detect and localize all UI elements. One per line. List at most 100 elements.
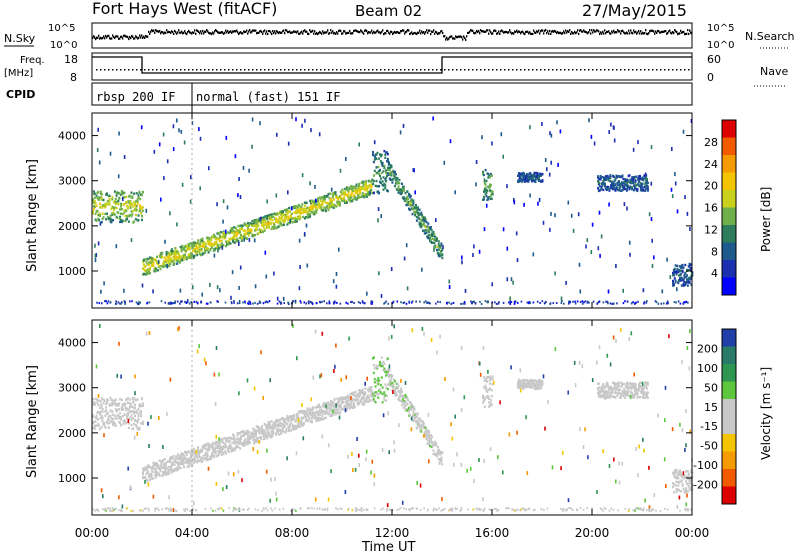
data-point: [379, 181, 382, 185]
noise-point: [239, 31, 241, 34]
data-point: [628, 174, 631, 177]
data-point: [375, 157, 378, 160]
data-point: [281, 216, 284, 219]
data-point: [276, 430, 279, 434]
noise-point: [523, 32, 525, 35]
data-point: [635, 175, 638, 178]
data-point: [148, 301, 151, 304]
data-point: [611, 185, 613, 188]
data-point: [233, 301, 235, 304]
noise-point: [321, 32, 323, 35]
data-point: [383, 391, 386, 394]
data-point: [282, 296, 285, 301]
noise-point: [527, 30, 529, 33]
data-point: [360, 187, 363, 191]
data-point: [109, 214, 112, 218]
noise-point: [653, 30, 655, 33]
data-point: [144, 258, 147, 261]
data-point: [178, 455, 181, 458]
nave-point: [340, 69, 342, 71]
data-point: [153, 467, 156, 471]
noise-point: [280, 31, 282, 34]
data-point: [230, 237, 233, 241]
data-point: [382, 170, 385, 173]
data-point: [273, 224, 276, 227]
data-point: [543, 302, 546, 305]
data-point: [300, 211, 303, 214]
data-point: [239, 195, 242, 199]
data-point: [148, 263, 151, 267]
noise-point: [98, 34, 100, 37]
data-point: [233, 234, 235, 237]
data-point: [529, 172, 532, 175]
data-point: [306, 407, 309, 410]
data-point: [399, 392, 402, 395]
data-point: [637, 178, 640, 182]
data-point: [212, 450, 214, 453]
noise-point: [327, 29, 329, 32]
data-point: [326, 302, 328, 305]
noise-point: [551, 30, 553, 33]
data-point: [363, 193, 366, 196]
data-point: [343, 196, 346, 199]
data-point: [252, 427, 255, 430]
data-point: [676, 264, 679, 268]
noise-point: [669, 29, 671, 32]
data-point: [345, 401, 348, 405]
data-point: [616, 187, 619, 190]
data-point: [608, 202, 610, 207]
noise-point: [390, 30, 392, 33]
data-point: [533, 171, 536, 175]
noise-point: [262, 32, 264, 35]
noise-point: [152, 30, 154, 33]
data-point: [119, 217, 122, 220]
data-point: [94, 258, 97, 263]
data-point: [343, 193, 346, 196]
data-point: [577, 212, 580, 217]
data-point: [208, 243, 211, 246]
data-point: [120, 418, 122, 421]
data-point: [170, 469, 172, 472]
data-point: [99, 212, 101, 215]
noise-point: [104, 37, 106, 40]
data-point: [380, 294, 383, 298]
data-point: [140, 413, 143, 416]
data-point: [170, 302, 173, 305]
data-point: [96, 301, 98, 304]
noise-point: [225, 29, 227, 32]
nave-point: [344, 69, 346, 71]
data-point: [289, 416, 291, 419]
data-point: [361, 301, 364, 304]
data-point: [192, 461, 195, 464]
data-point: [224, 443, 227, 446]
data-point: [351, 188, 354, 191]
data-point: [99, 202, 101, 205]
data-point: [682, 282, 685, 285]
noise-point: [688, 32, 690, 35]
data-point: [147, 257, 150, 261]
data-point: [277, 433, 280, 436]
data-point: [637, 183, 640, 186]
data-point: [239, 447, 242, 450]
data-point: [280, 213, 283, 216]
noise-point: [258, 31, 260, 34]
data-point: [528, 301, 531, 303]
data-point: [237, 442, 240, 445]
data-point: [219, 447, 222, 451]
data-point: [522, 175, 525, 179]
data-point: [106, 411, 109, 415]
data-point: [135, 425, 138, 428]
data-point: [217, 243, 220, 247]
data-point: [627, 186, 630, 189]
noise-point: [475, 31, 477, 34]
data-point: [225, 135, 228, 140]
data-point: [607, 302, 609, 305]
nave-point: [420, 69, 422, 71]
noise-point: [202, 29, 204, 33]
noise-point: [318, 32, 320, 35]
noise-point: [297, 30, 299, 33]
data-point: [391, 374, 394, 378]
data-point: [219, 443, 221, 446]
data-point: [163, 462, 165, 466]
noise-point: [220, 31, 222, 34]
